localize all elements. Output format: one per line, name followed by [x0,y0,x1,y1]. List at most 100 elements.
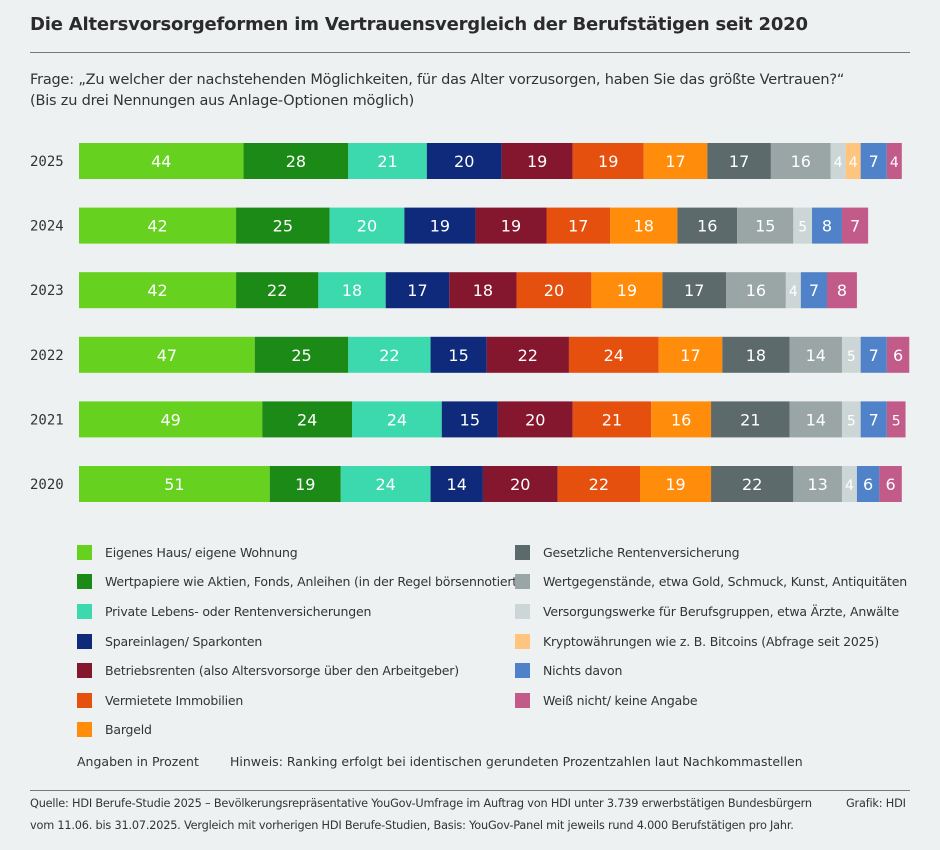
year-label: 2022 [30,348,64,364]
data-label: 5 [847,413,856,429]
bar-segment [841,336,861,373]
legend-swatch [515,545,530,560]
legend-item: Bargeld [77,722,152,737]
bar-segment [643,143,708,179]
legend-swatch [515,574,530,589]
bar-segment [793,207,813,244]
data-label: 44 [151,152,171,171]
bar-segment [572,401,652,438]
data-label: 4 [890,155,899,171]
legend-swatch [77,722,92,737]
bar-segment [79,401,263,438]
data-label: 15 [755,217,775,236]
data-label: 22 [267,281,287,300]
data-label: 19 [527,152,547,171]
bar-segment [860,336,887,373]
bar-segment [572,143,644,179]
bar-segment [348,143,427,179]
bar-segment [707,143,771,179]
data-label: 8 [837,281,847,300]
data-label: 4 [789,284,798,300]
data-label: 22 [518,346,538,365]
year-label: 2021 [30,412,64,428]
bar-segment [482,466,558,502]
data-label: 21 [740,410,760,429]
bar-segment [430,336,487,373]
data-label: 25 [273,217,293,236]
bar-segment [770,143,831,179]
data-label: 49 [160,410,180,429]
legend-item: Nichts davon [515,663,622,678]
bar-segment [711,466,794,502]
bar-segment [860,401,887,438]
legend-label: Private Lebens- oder Rentenversicherunge… [105,604,372,619]
data-label: 15 [460,410,480,429]
bar-segment [856,466,880,502]
data-label: 7 [850,217,860,236]
bar-segment [886,336,910,373]
bar-segment [557,466,640,502]
data-label: 17 [684,281,704,300]
bar-segment [430,466,483,502]
data-label: 19 [598,152,618,171]
bar-segment [79,466,270,502]
bar-segment [449,272,517,309]
data-label: 19 [430,217,450,236]
bar-segment [886,143,902,179]
bar-segment [497,401,573,438]
data-label: 17 [680,346,700,365]
bar-segment [269,466,341,502]
legend-label: Wertpapiere wie Aktien, Fonds, Anleihen … [105,574,522,589]
bar-segment [426,143,502,179]
data-label: 17 [729,152,749,171]
bar-segment [886,401,906,438]
data-label: 5 [892,413,901,429]
bar-segment [737,207,794,244]
bar-segment [318,272,386,309]
data-label: 17 [407,281,427,300]
data-label: 8 [822,217,832,236]
data-label: 19 [665,475,685,494]
legend-item: Vermietete Immobilien [77,693,243,708]
source-line-2: vom 11.06. bis 31.07.2025. Vergleich mit… [30,819,794,832]
legend-swatch [77,545,92,560]
data-label: 16 [697,217,717,236]
legend-swatch [515,634,530,649]
graphic-credit: Grafik: HDI [846,797,906,810]
bar-segment [516,272,592,309]
data-label: 19 [295,475,315,494]
bar-segment [591,272,663,309]
bar-segment [79,207,237,244]
data-label: 4 [834,155,843,171]
bar-segment [546,207,611,244]
year-label: 2023 [30,283,64,299]
data-label: 20 [510,475,530,494]
data-label: 17 [568,217,588,236]
data-label: 18 [634,217,654,236]
bar-segment [845,143,861,179]
bar-segment [441,401,498,438]
bar-segment [236,207,330,244]
data-label: 20 [544,281,564,300]
bar-segment [79,272,237,309]
bar-segment [785,272,801,309]
data-label: 4 [845,478,854,494]
data-label: 22 [589,475,609,494]
data-label: 14 [806,346,826,365]
data-label: 51 [164,475,184,494]
legend-item: Versorgungswerke für Berufsgruppen, etwa… [515,604,899,619]
data-label: 42 [147,281,167,300]
data-label: 25 [291,346,311,365]
bar-segment [243,143,349,179]
bar-segment [879,466,902,502]
data-label: 19 [501,217,521,236]
legend-item: Eigenes Haus/ eigene Wohnung [77,545,298,560]
data-label: 18 [473,281,493,300]
bar-segment [475,207,547,244]
data-label: 20 [357,217,377,236]
data-label: 22 [379,346,399,365]
legend-label: Vermietete Immobilien [105,693,244,708]
bar-segment [262,401,353,438]
